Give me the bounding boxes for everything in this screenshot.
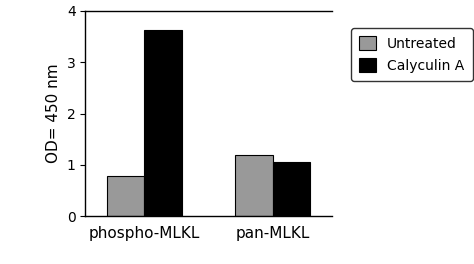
Bar	[107, 176, 144, 216]
Legend: Untreated, Calyculin A: Untreated, Calyculin A	[351, 28, 473, 81]
Bar	[273, 162, 310, 216]
Y-axis label: OD= 450 nm: OD= 450 nm	[46, 64, 61, 163]
Bar	[144, 30, 182, 216]
Bar	[236, 155, 273, 216]
